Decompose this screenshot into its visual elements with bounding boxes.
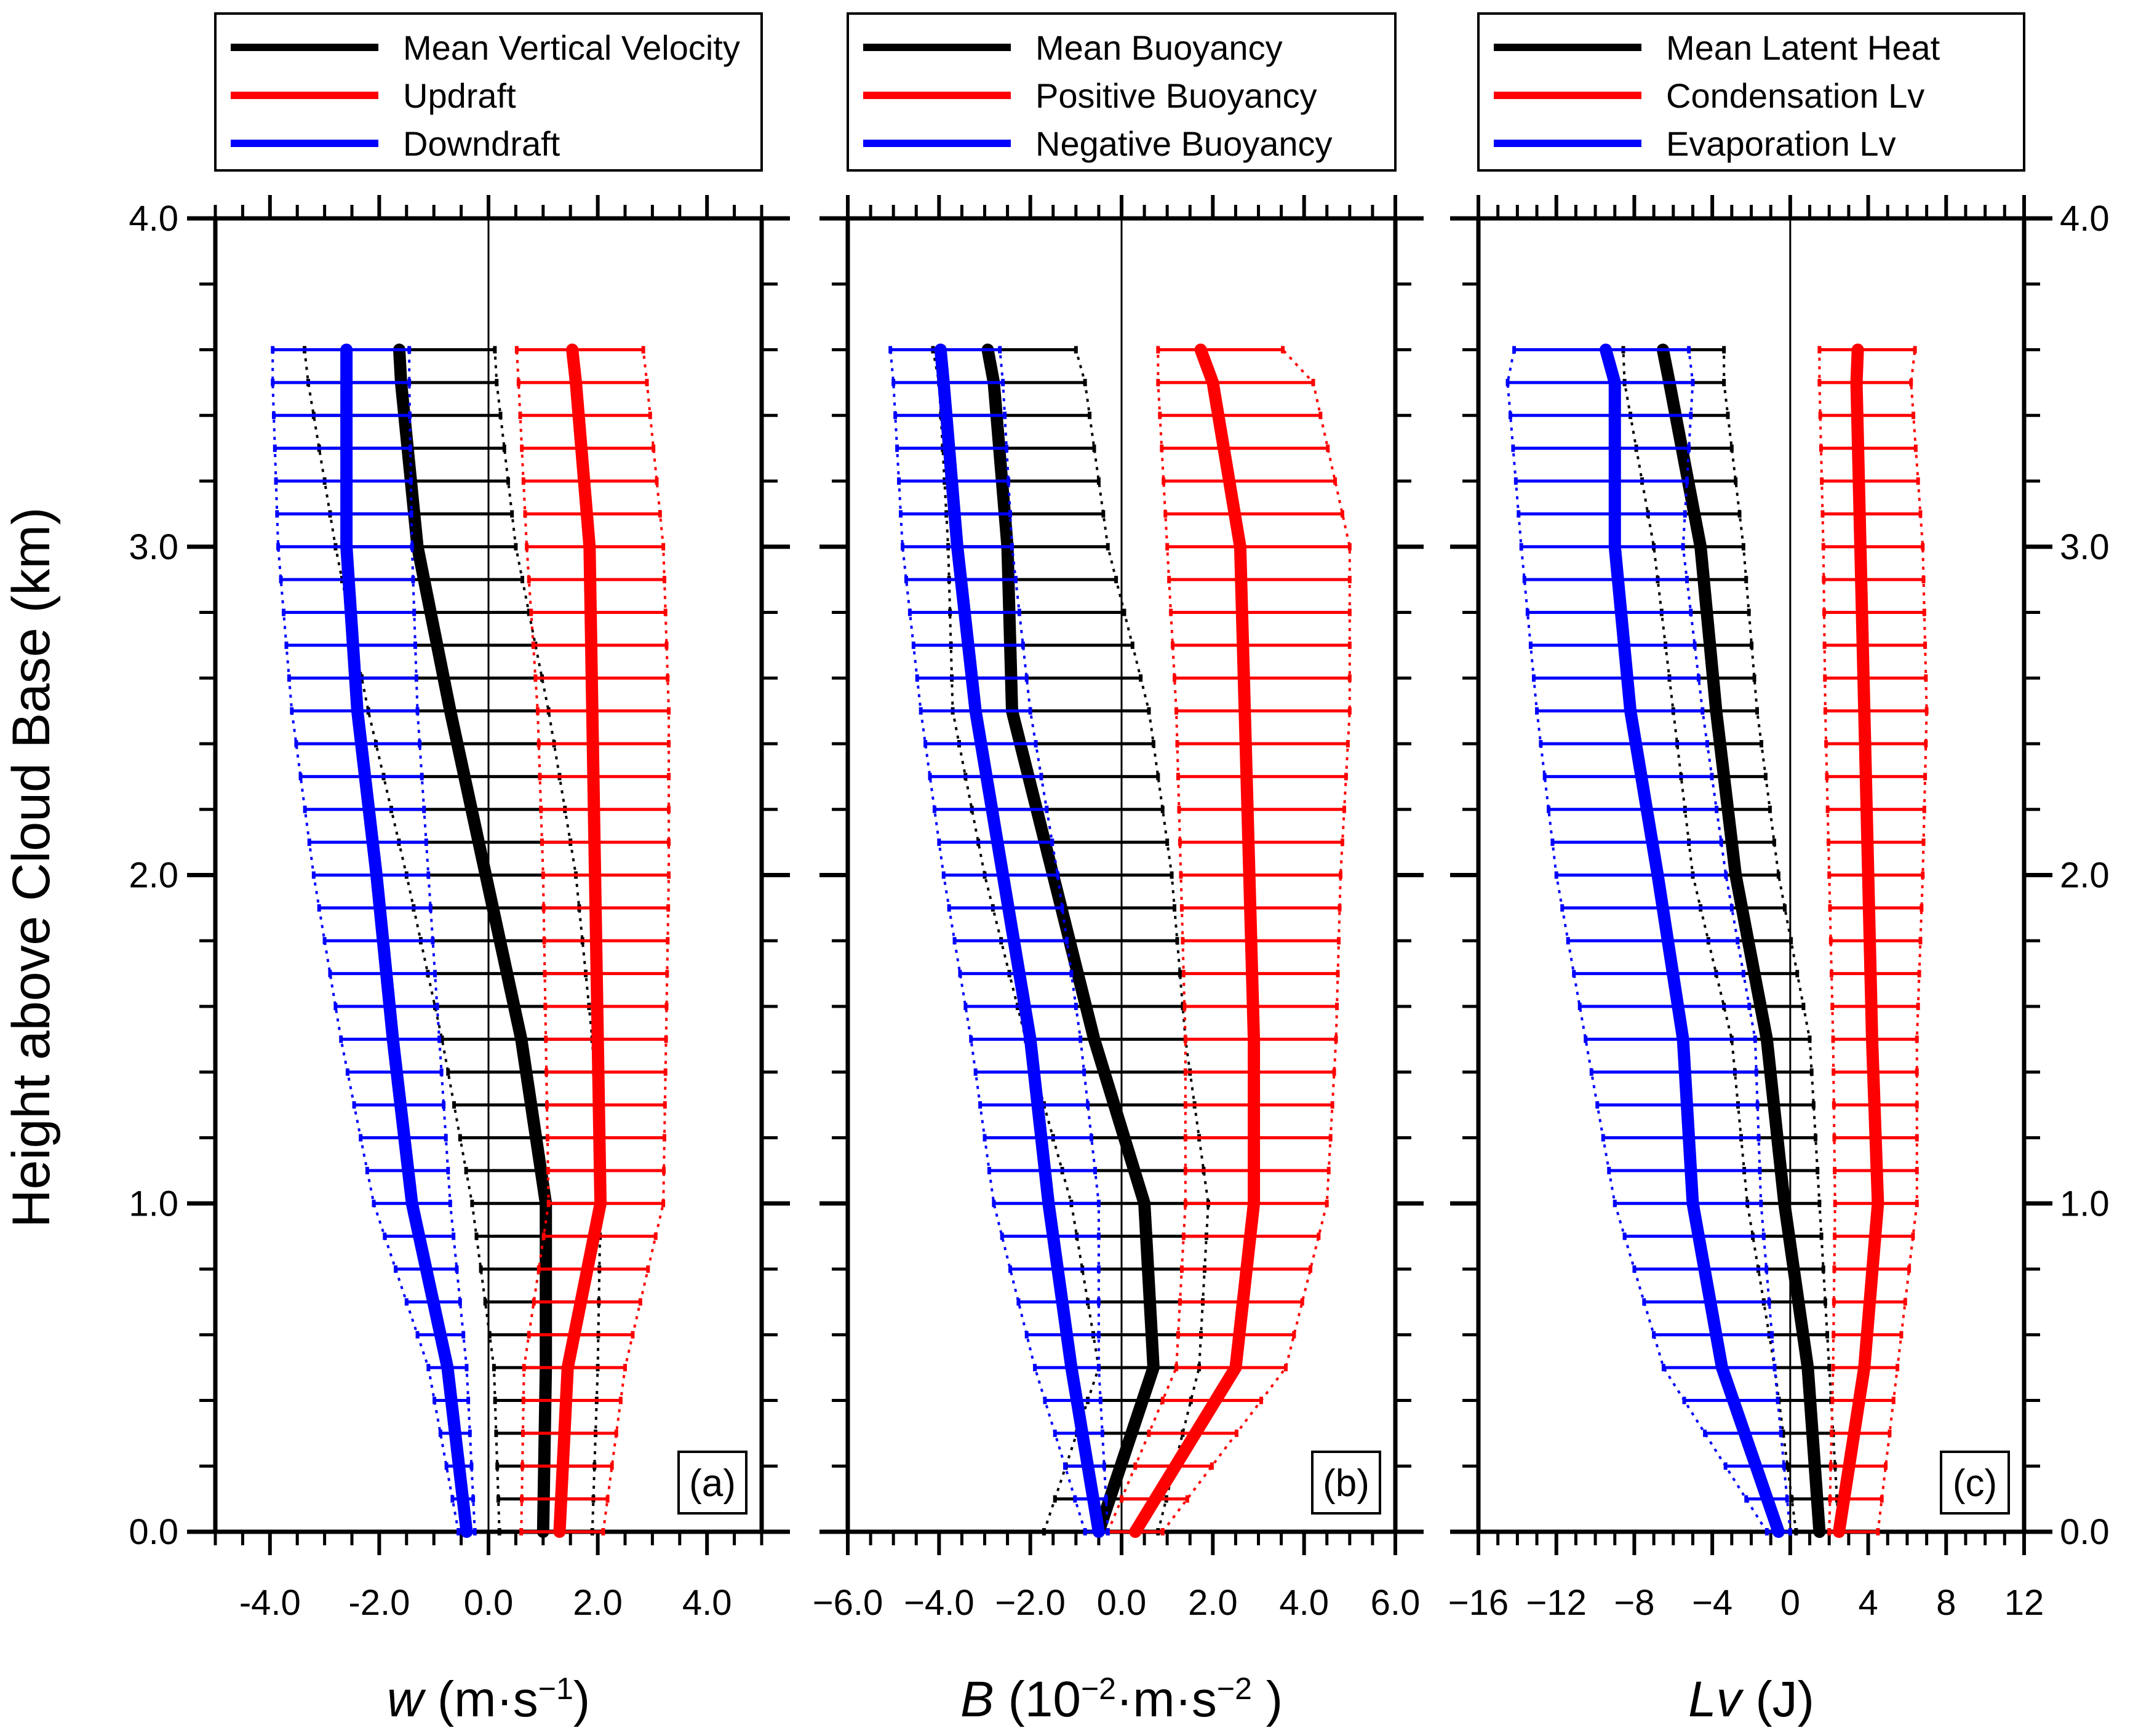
mean-curve: [553, 343, 607, 1538]
x-axis-title-x-symbol: B: [960, 1671, 994, 1727]
series-condensation-lv: [1817, 343, 1929, 1538]
mean-curve: [1833, 343, 1884, 1538]
y-tick-label: 2.0: [2060, 856, 2110, 896]
x-tick-label: 12: [2004, 1583, 2044, 1623]
y-tick-label: 3.0: [129, 527, 178, 567]
x-tick-label: 0.0: [464, 1583, 514, 1623]
y-axis-label: Height above Cloud Base (km): [2, 507, 61, 1227]
legend-label: Mean Buoyancy: [1035, 28, 1283, 67]
x-tick-label: 4: [1858, 1583, 1878, 1623]
legend-label: Mean Vertical Velocity: [403, 28, 740, 67]
mean-curve: [1656, 343, 1826, 1538]
x-tick-label: 8: [1936, 1583, 1956, 1623]
legend-label: Negative Buoyancy: [1035, 124, 1333, 163]
upper-envelope: [1162, 349, 1351, 1533]
x-tick-label: 0: [1780, 1583, 1800, 1623]
y-tick-label: 0.0: [2060, 1512, 2110, 1552]
x-tick-label: −12: [1526, 1583, 1587, 1623]
x-tick-label: −4: [1692, 1583, 1732, 1623]
y-tick-label: 4.0: [2060, 199, 2110, 239]
y-tick-label: 3.0: [2060, 527, 2110, 567]
y-tick-label: 0.0: [129, 1512, 178, 1552]
upper-envelope: [1074, 349, 1210, 1532]
x-axis-title-x-unit-sup2: −2: [1217, 1671, 1252, 1706]
x-tick-label: 4.0: [682, 1583, 732, 1623]
panel-label-box: [1940, 1451, 2010, 1515]
series-evaporation-lv: [1505, 343, 1792, 1538]
upper-envelope: [1681, 349, 1792, 1532]
y-tick-label: 2.0: [129, 856, 178, 896]
y-tick-label: 1.0: [129, 1184, 178, 1224]
legend-label: Condensation Lv: [1666, 76, 1924, 115]
x-tick-label: -4.0: [239, 1583, 301, 1623]
panel-label: (b): [1323, 1462, 1370, 1505]
legend-label: Downdraft: [403, 124, 560, 163]
panels: -4.0 -2.0 0.0 2.0 4.0 0.0 1.0 2.0 3.0 4.0 (a) Mean …: [129, 12, 2110, 1727]
legend-label: Mean Latent Heat: [1666, 28, 1940, 67]
x-axis-title-x-unit-sup: −2: [1081, 1671, 1116, 1706]
x-tick-label: −4.0: [904, 1583, 975, 1623]
legend-label: Positive Buoyancy: [1035, 76, 1317, 115]
x-tick-label: 2.0: [573, 1583, 623, 1623]
lower-envelope: [1106, 349, 1187, 1532]
x-tick-label: −8: [1614, 1583, 1654, 1623]
y-tick-label: 4.0: [129, 199, 178, 239]
mean-curve: [1129, 343, 1261, 1538]
x-axis-title-x-unit-middle: ·m·s: [1116, 1671, 1217, 1727]
mean-curve: [1599, 343, 1785, 1538]
x-axis-title: Lv (J): [1688, 1671, 1814, 1727]
legend-label: Evaporation Lv: [1666, 124, 1896, 163]
panel-c: −16 −12 −8 −4 0 4 8 12 0.0 1.0 2.0 3.0 4.0 (c) Mean La…: [1448, 12, 2110, 1727]
x-tick-label: 2.0: [1188, 1583, 1238, 1623]
x-axis-title: B (10−2·m·s−2 ): [960, 1671, 1283, 1727]
upper-envelope: [493, 349, 602, 1532]
series-negative-buoyancy: [888, 343, 1110, 1538]
x-tick-label: 4.0: [1279, 1583, 1329, 1623]
x-axis-title-x-unit-prefix: (m·s: [423, 1671, 538, 1727]
x-axis-title-x-symbol: w: [387, 1671, 426, 1727]
panel-label-box: [1311, 1451, 1381, 1515]
y-tick-label: 1.0: [2060, 1184, 2110, 1224]
mean-curve: [340, 343, 473, 1538]
x-axis-title: w (m·s−1): [387, 1671, 590, 1727]
x-tick-label: 0.0: [1097, 1583, 1147, 1623]
mean-curve: [934, 343, 1105, 1538]
x-axis-title-x-unit-prefix: (10: [994, 1671, 1081, 1727]
x-tick-label: -2.0: [348, 1583, 410, 1623]
panel-a: -4.0 -2.0 0.0 2.0 4.0 0.0 1.0 2.0 3.0 4.0 (a) Mean …: [129, 12, 790, 1727]
upper-envelope: [602, 349, 671, 1532]
upper-envelope: [1723, 349, 1841, 1532]
panel-label-box: [677, 1451, 748, 1515]
x-tick-label: −16: [1448, 1583, 1509, 1623]
series-downdraft: [271, 343, 477, 1538]
x-axis-title-x-unit-suffix: ): [1252, 1671, 1283, 1727]
x-tick-label: 6.0: [1371, 1583, 1421, 1623]
x-axis-title-x-unit-suffix: ): [573, 1671, 590, 1727]
x-tick-label: −6.0: [813, 1583, 883, 1623]
x-axis-title-x-unit-sup: −1: [538, 1671, 573, 1706]
legend-label: Updraft: [403, 76, 516, 115]
series-positive-buoyancy: [1106, 343, 1352, 1538]
x-tick-label: −2.0: [995, 1583, 1066, 1623]
x-axis-title-x-symbol: Lv: [1688, 1671, 1744, 1727]
panel-label: (a): [689, 1462, 736, 1505]
panel-b: −6.0 −4.0 −2.0 0.0 2.0 4.0 6.0 (b) Mean Buoyancy…: [813, 12, 1424, 1727]
upper-envelope: [1876, 349, 1928, 1532]
panel-label: (c): [1953, 1462, 1997, 1505]
upper-envelope: [999, 349, 1109, 1532]
x-axis-title-x-unit-prefix: (J): [1742, 1671, 1814, 1727]
series-updraft: [514, 343, 671, 1538]
